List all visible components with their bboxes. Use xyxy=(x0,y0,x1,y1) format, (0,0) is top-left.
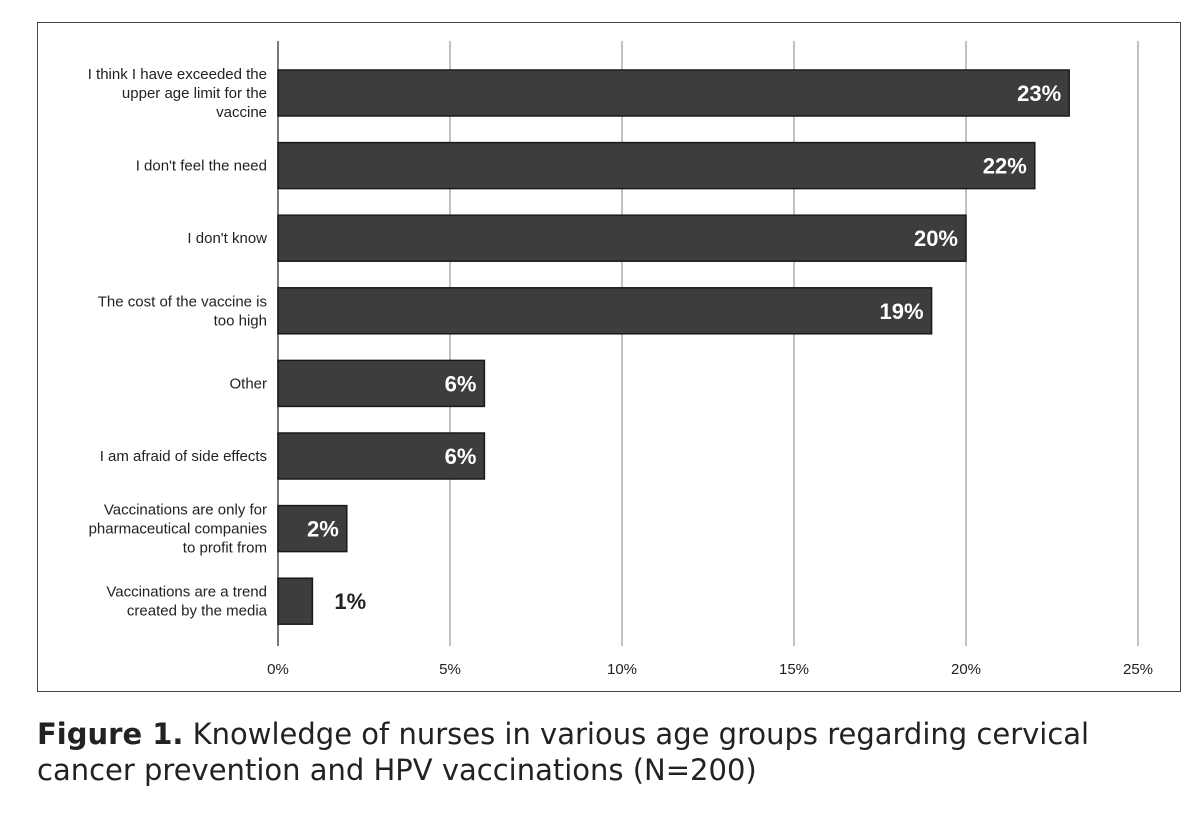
bar xyxy=(277,359,486,408)
category-label-line: vaccine xyxy=(216,104,267,121)
bar xyxy=(277,287,933,335)
x-tick-label: 5% xyxy=(439,661,461,678)
category-label: Other xyxy=(229,375,267,392)
data-labels: 23% 22% 20% 19% 6% 6% 2% 1% xyxy=(307,81,1061,614)
category-label-line: I don't feel the need xyxy=(136,158,267,175)
category-label-line: I don't know xyxy=(187,230,267,247)
data-label: 6% xyxy=(445,371,477,396)
x-tick-label: 10% xyxy=(607,661,637,678)
x-tick-label: 15% xyxy=(779,661,809,678)
category-labels: I think I have exceeded the upper age lim… xyxy=(88,66,268,620)
bar xyxy=(277,504,348,553)
bar xyxy=(277,432,486,480)
data-label: 23% xyxy=(1017,81,1061,106)
bar xyxy=(277,214,967,262)
category-label: Vaccinations are a trend created by the m… xyxy=(106,584,267,620)
data-label: 19% xyxy=(880,299,924,324)
data-label: 1% xyxy=(334,589,366,614)
category-label: The cost of the vaccine is too high xyxy=(98,293,267,329)
category-label: I don't feel the need xyxy=(136,158,267,175)
category-label-line: I am afraid of side effects xyxy=(100,448,267,465)
bar-chart: I think I have exceeded the upper age lim… xyxy=(88,41,1153,678)
category-label-line: created by the media xyxy=(127,603,268,620)
gridlines xyxy=(277,41,1139,646)
category-label-line: Vaccinations are only for xyxy=(104,502,267,519)
category-label-line: upper age limit for the xyxy=(122,85,267,102)
x-tick-label: 20% xyxy=(951,661,981,678)
x-tick-label: 0% xyxy=(267,661,289,678)
x-tick-labels: 0% 5% 10% 15% 20% 25% xyxy=(267,661,1153,678)
bar xyxy=(277,577,314,625)
bar xyxy=(277,69,1070,117)
category-label-line: Vaccinations are a trend xyxy=(106,584,267,601)
data-label: 6% xyxy=(445,444,477,469)
data-label: 2% xyxy=(307,517,339,542)
category-label-line: pharmaceutical companies xyxy=(89,521,267,538)
category-label-line: I think I have exceeded the xyxy=(88,66,267,83)
caption-text: Knowledge of nurses in various age group… xyxy=(37,717,1090,787)
chart-frame: I think I have exceeded the upper age lim… xyxy=(37,22,1181,692)
x-tick-label: 25% xyxy=(1123,661,1153,678)
category-label-line: The cost of the vaccine is xyxy=(98,293,267,310)
category-label: I am afraid of side effects xyxy=(100,448,267,465)
category-label: I don't know xyxy=(187,230,267,247)
data-label: 20% xyxy=(914,226,958,251)
bar xyxy=(277,141,1036,190)
category-label-line: to profit from xyxy=(183,540,267,557)
data-label: 22% xyxy=(983,154,1027,179)
bars xyxy=(277,69,1070,625)
category-label: Vaccinations are only for pharmaceutical … xyxy=(89,502,267,557)
category-label-line: too high xyxy=(214,312,267,329)
figure-caption: Figure 1. Knowledge of nurses in various… xyxy=(37,716,1187,788)
category-label-line: Other xyxy=(229,375,267,392)
category-label: I think I have exceeded the upper age lim… xyxy=(88,66,267,121)
figure-number: Figure 1. xyxy=(37,717,184,751)
